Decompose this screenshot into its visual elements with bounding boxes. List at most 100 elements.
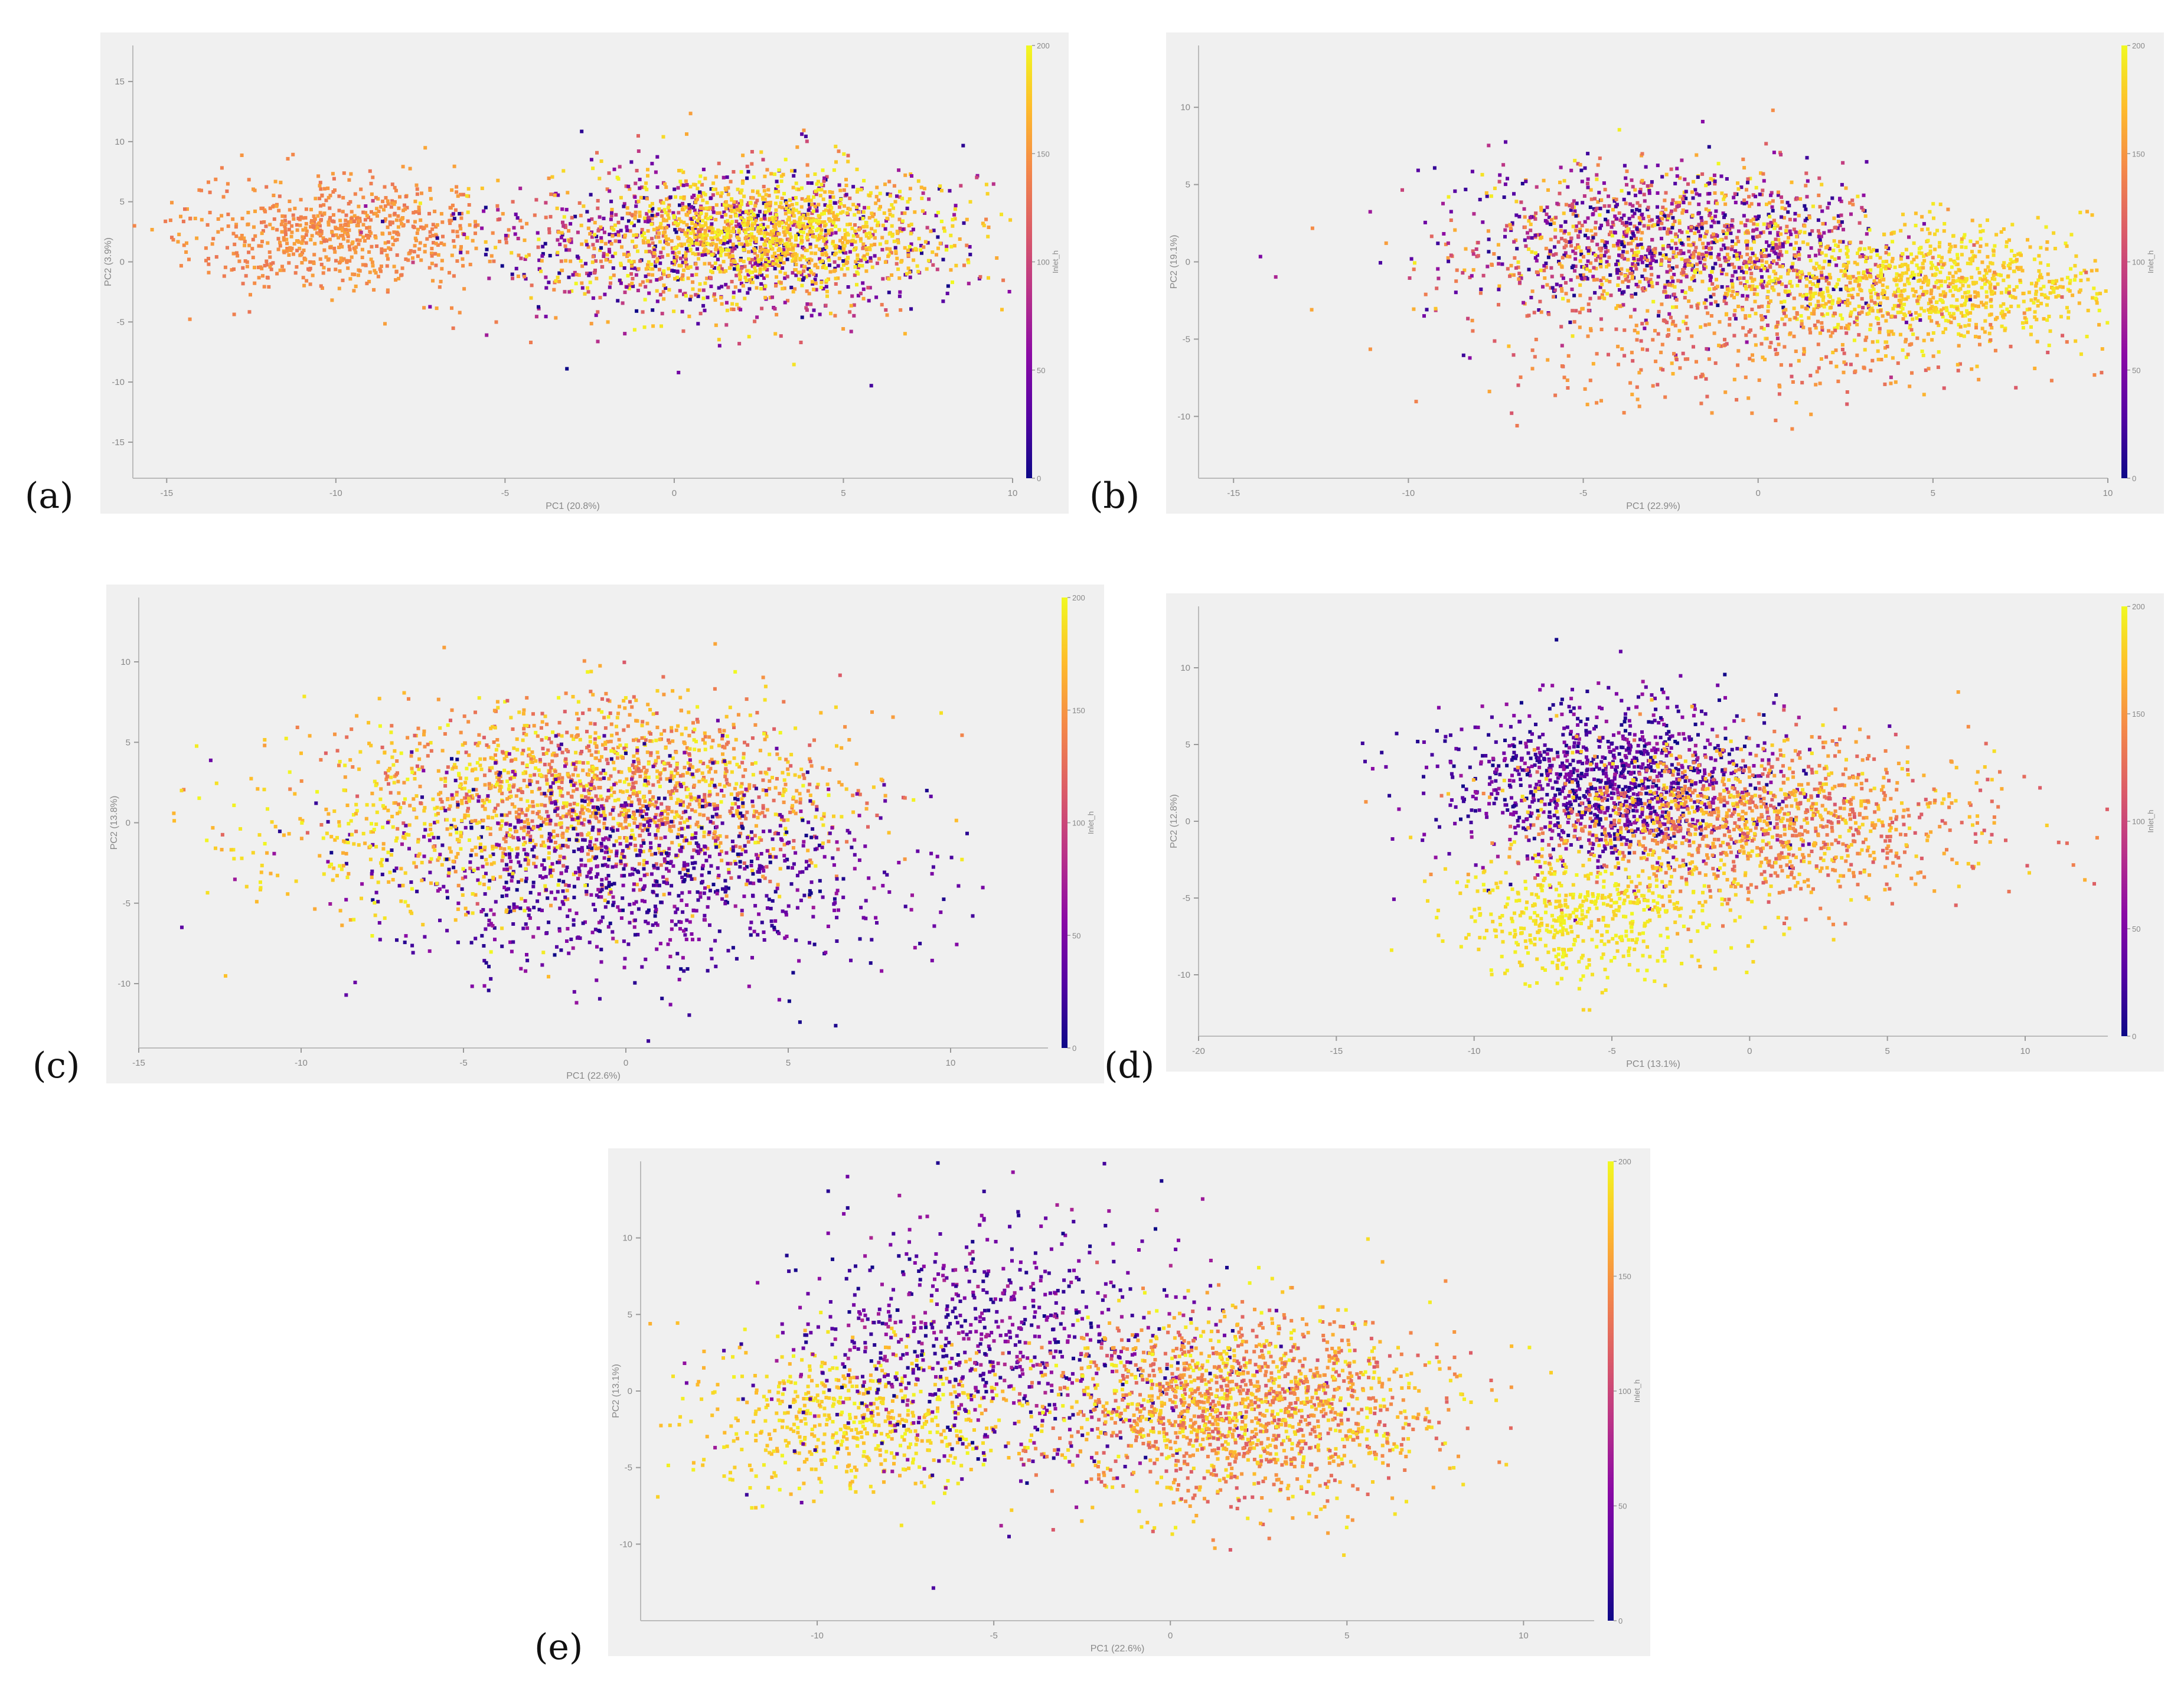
scatter-point bbox=[717, 344, 722, 348]
scatter-point bbox=[561, 220, 564, 224]
scatter-point bbox=[401, 224, 405, 228]
scatter-point bbox=[758, 231, 762, 235]
scatter-point bbox=[1653, 250, 1657, 254]
scatter-point bbox=[1573, 159, 1577, 162]
scatter-point bbox=[2036, 278, 2041, 282]
scatter-point bbox=[1527, 267, 1531, 272]
scatter-point bbox=[810, 230, 814, 234]
scatter-point bbox=[1824, 253, 1828, 257]
scatter-point bbox=[696, 294, 700, 298]
scatter-point bbox=[729, 179, 733, 184]
scatter-point bbox=[752, 175, 756, 179]
scatter-point bbox=[846, 239, 850, 243]
scatter-point bbox=[703, 228, 707, 233]
scatter-point bbox=[1537, 308, 1541, 312]
scatter-point bbox=[687, 226, 691, 230]
scatter-point bbox=[313, 217, 317, 221]
scatter-point bbox=[388, 223, 392, 227]
scatter-point bbox=[451, 229, 455, 233]
scatter-point bbox=[431, 279, 435, 283]
scatter-point bbox=[1667, 214, 1670, 218]
scatter-point bbox=[193, 217, 197, 220]
scatter-point bbox=[720, 215, 724, 219]
scatter-point bbox=[2060, 277, 2064, 282]
scatter-point bbox=[1918, 318, 1922, 322]
scatter-point bbox=[867, 216, 871, 220]
scatter-point bbox=[2035, 318, 2039, 322]
scatter-point bbox=[645, 212, 649, 216]
scatter-point bbox=[1706, 182, 1710, 186]
scatter-point bbox=[1853, 308, 1857, 312]
scatter-point bbox=[1733, 192, 1737, 196]
scatter-point bbox=[789, 247, 793, 252]
scatter-point bbox=[1702, 246, 1706, 250]
scatter-point bbox=[864, 221, 868, 224]
scatter-point bbox=[647, 273, 651, 277]
scatter-point bbox=[1989, 312, 1993, 316]
scatter-point bbox=[752, 247, 756, 251]
scatter-point bbox=[1841, 161, 1845, 165]
scatter-point bbox=[1564, 292, 1568, 296]
scatter-point bbox=[251, 256, 255, 260]
scatter-point bbox=[1757, 234, 1761, 239]
scatter-point bbox=[1804, 184, 1808, 188]
scatter-point bbox=[525, 221, 529, 226]
scatter-point bbox=[644, 181, 648, 185]
scatter-point bbox=[1635, 246, 1639, 249]
scatter-point bbox=[327, 220, 331, 224]
scatter-point bbox=[709, 243, 713, 247]
scatter-point bbox=[1455, 268, 1459, 272]
scatter-point bbox=[1692, 251, 1696, 255]
scatter-point bbox=[1947, 312, 1951, 315]
scatter-point bbox=[596, 228, 600, 233]
scatter-point bbox=[1462, 268, 1467, 272]
scatter-point bbox=[434, 263, 438, 267]
scatter-point bbox=[730, 220, 734, 224]
scatter-point bbox=[1008, 218, 1013, 222]
scatter-point bbox=[666, 205, 670, 210]
scatter-point bbox=[2000, 324, 2004, 328]
scatter-point bbox=[234, 225, 238, 229]
scatter-point bbox=[796, 222, 801, 226]
scatter-point bbox=[1663, 198, 1667, 203]
scatter-point bbox=[1647, 280, 1651, 284]
scatter-point bbox=[658, 293, 662, 297]
y-tick-label: 10 bbox=[1180, 103, 1190, 113]
scatter-point bbox=[878, 242, 882, 246]
scatter-point bbox=[1909, 313, 1913, 316]
scatter-point bbox=[600, 239, 604, 243]
scatter-point bbox=[1789, 233, 1793, 236]
scatter-point bbox=[544, 315, 548, 319]
scatter-point bbox=[308, 260, 312, 264]
scatter-point bbox=[1655, 282, 1659, 285]
scatter-point bbox=[1636, 250, 1640, 254]
scatter-point bbox=[318, 181, 322, 185]
scatter-point bbox=[710, 222, 714, 226]
scatter-point bbox=[1674, 305, 1679, 309]
scatter-point bbox=[396, 214, 400, 218]
scatter-point bbox=[1564, 281, 1568, 285]
scatter-point bbox=[1971, 303, 1975, 307]
scatter-point bbox=[295, 249, 299, 253]
scatter-point bbox=[1674, 201, 1678, 205]
scatter-point bbox=[1599, 265, 1603, 269]
scatter-point bbox=[1926, 283, 1930, 287]
scatter-point bbox=[779, 280, 783, 285]
scatter-point bbox=[432, 241, 435, 245]
scatter-point bbox=[714, 247, 718, 252]
scatter-point bbox=[1552, 221, 1556, 225]
scatter-point bbox=[1948, 289, 1953, 293]
scatter-point bbox=[1884, 319, 1888, 323]
scatter-point bbox=[1466, 316, 1470, 321]
scatter-point bbox=[494, 246, 498, 250]
scatter-point bbox=[774, 257, 778, 261]
scatter-point bbox=[943, 229, 946, 233]
scatter-point bbox=[1747, 260, 1751, 264]
scatter-point bbox=[1805, 217, 1809, 221]
scatter-point bbox=[328, 218, 332, 222]
scatter-point bbox=[1922, 259, 1927, 263]
scatter-point bbox=[753, 262, 758, 266]
scatter-point bbox=[771, 254, 775, 259]
scatter-point bbox=[609, 241, 613, 246]
scatter-point bbox=[1598, 262, 1602, 266]
